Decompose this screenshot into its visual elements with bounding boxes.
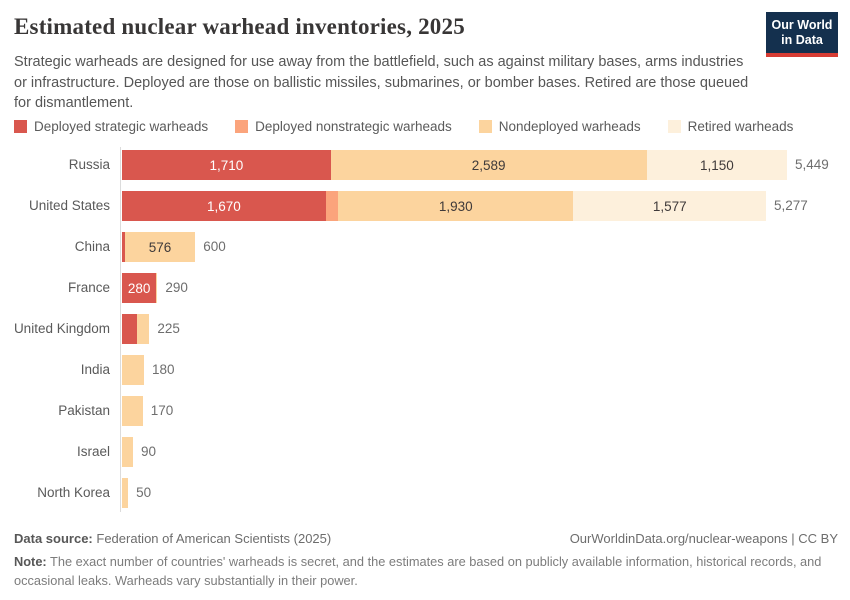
- bar-track: 1,710 2,589 1,150: [122, 150, 787, 180]
- footnote: Note: The exact number of countries' war…: [14, 553, 838, 590]
- bar-segment[interactable]: [122, 232, 125, 262]
- country-label: North Korea: [37, 485, 110, 500]
- total-label: 5,449: [794, 157, 829, 172]
- total-label: 600: [203, 239, 226, 254]
- bar-track: [122, 437, 133, 467]
- bar-segment[interactable]: [325, 191, 338, 221]
- legend-item[interactable]: Deployed nonstrategic warheads: [235, 119, 452, 134]
- country-label: Israel: [76, 444, 110, 459]
- bar-track: [122, 355, 144, 385]
- bar-row: India 180: [0, 355, 850, 385]
- bar-segment[interactable]: 1,577: [573, 191, 766, 221]
- bar-track: 280: [122, 273, 158, 303]
- legend: Deployed strategic warheads Deployed nons…: [14, 119, 793, 134]
- total-label: 225: [157, 321, 180, 336]
- bar-row: France 280 290: [0, 273, 850, 303]
- total-label: 170: [150, 403, 174, 418]
- owid-logo[interactable]: Our World in Data: [766, 12, 838, 57]
- owid-logo-line2: in Data: [781, 33, 823, 47]
- bar-segment[interactable]: [136, 314, 150, 344]
- total-label: 290: [165, 280, 188, 295]
- bar-row: United States 1,670 1,930 1,577 5,277: [0, 191, 850, 221]
- legend-label: Deployed strategic warheads: [34, 119, 209, 134]
- bar-row: Israel 90: [0, 437, 850, 467]
- country-label: France: [67, 280, 110, 295]
- bar-segment[interactable]: [122, 437, 133, 467]
- total-label: 90: [141, 444, 157, 459]
- bar-track: 1,670 1,930 1,577: [122, 191, 766, 221]
- bar-segment[interactable]: [122, 355, 144, 385]
- bar-row: United Kingdom 225: [0, 314, 850, 344]
- legend-label: Nondeployed warheads: [498, 119, 641, 134]
- bar-segment[interactable]: 280: [122, 273, 157, 303]
- footnote-text: The exact number of countries' warheads …: [14, 554, 822, 588]
- bar-row: Pakistan 170: [0, 396, 850, 426]
- country-label: Pakistan: [58, 403, 110, 418]
- legend-item[interactable]: Nondeployed warheads: [478, 119, 641, 134]
- legend-swatch-icon: [667, 120, 681, 133]
- bar-segment[interactable]: [122, 478, 129, 508]
- data-source: Data source: Federation of American Scie…: [14, 531, 331, 546]
- legend-swatch-icon: [14, 120, 27, 133]
- legend-swatch-icon: [235, 120, 249, 133]
- page-title: Estimated nuclear warhead inventories, 2…: [14, 14, 465, 39]
- data-source-value: Federation of American Scientists (2025): [96, 531, 332, 546]
- footnote-label: Note:: [14, 554, 47, 569]
- bar-segment[interactable]: [122, 314, 137, 344]
- bar-segment[interactable]: 2,589: [330, 150, 647, 180]
- bar-track: [122, 478, 129, 508]
- owid-url-link[interactable]: OurWorldinData.org/nuclear-weapons | CC …: [569, 531, 838, 546]
- legend-label: Deployed nonstrategic warheads: [255, 119, 452, 134]
- footer: Data source: Federation of American Scie…: [14, 531, 838, 546]
- bar-row: North Korea 50: [0, 478, 850, 508]
- country-label: Russia: [68, 157, 110, 172]
- bar-track: [122, 396, 143, 426]
- bar-segment[interactable]: 1,670: [122, 191, 326, 221]
- total-label: 5,277: [773, 198, 808, 213]
- country-label: China: [74, 239, 110, 254]
- bar-segment[interactable]: 576: [124, 232, 196, 262]
- owid-logo-line1: Our World: [771, 18, 833, 32]
- country-label: United States: [28, 198, 110, 213]
- legend-swatch-icon: [478, 120, 492, 133]
- bar-segment[interactable]: 1,150: [646, 150, 787, 180]
- chart-subtitle: Strategic warheads are designed for use …: [14, 54, 749, 112]
- country-label: India: [80, 362, 110, 377]
- bar-row: Russia 1,710 2,589 1,150 5,449: [0, 150, 850, 180]
- bar-track: 576: [122, 232, 196, 262]
- bar-row: China 576 600: [0, 232, 850, 262]
- data-source-label: Data source:: [14, 531, 93, 546]
- country-label: United Kingdom: [13, 321, 110, 336]
- y-axis-line: [120, 147, 121, 512]
- total-label: 50: [136, 485, 152, 500]
- bar-segment[interactable]: [156, 273, 158, 303]
- bar-track: [122, 314, 150, 344]
- bar-segment[interactable]: 1,710: [122, 150, 331, 180]
- legend-label: Retired warheads: [687, 119, 794, 134]
- legend-item[interactable]: Retired warheads: [667, 119, 794, 134]
- bar-chart: Russia 1,710 2,589 1,150 5,449 United States 1…: [0, 150, 850, 519]
- total-label: 180: [152, 362, 175, 377]
- bar-segment[interactable]: 1,930: [337, 191, 574, 221]
- legend-item[interactable]: Deployed strategic warheads: [14, 119, 208, 134]
- bar-segment[interactable]: [122, 396, 143, 426]
